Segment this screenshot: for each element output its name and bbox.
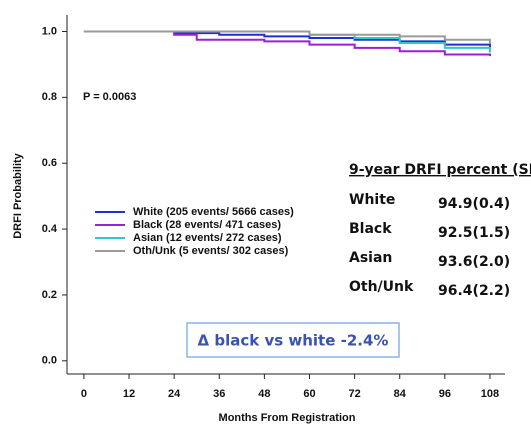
survival-curve [83,30,491,44]
table-group: White [349,192,395,208]
legend-label: Black (28 events/ 471 cases) [133,219,281,231]
p-value: P = 0.0063 [83,91,136,103]
table-group: Asian [349,250,392,266]
x-tick-label: 12 [123,388,135,400]
table-group: Oth/Unk [349,279,414,295]
y-tick-label: 0.2 [42,289,57,301]
y-axis-title: DRFI Probability [12,152,24,238]
delta-annotation: Δ black vs white -2.4% [198,332,389,350]
x-tick-label: 84 [394,388,407,400]
legend-label: Asian (12 events/ 272 cases) [133,232,282,244]
legend-label: Oth/Unk (5 events/ 302 cases) [133,245,289,257]
y-tick-label: 0.0 [42,355,57,367]
survival-curve [83,30,491,57]
x-tick-label: 60 [303,388,315,400]
x-tick-label: 48 [258,388,270,400]
delta-box [186,322,400,358]
x-axis-title: Months From Registration [219,412,356,424]
table-title: 9-year DRFI percent (SE) [349,162,531,178]
legend-label: White (205 events/ 5666 cases) [133,206,294,218]
y-tick-label: 1.0 [42,25,57,37]
survival-curve [83,30,491,49]
table-value: 96.4(2.2) [438,283,510,299]
table-value: 93.6(2.0) [438,254,510,270]
x-tick-label: 24 [168,388,181,400]
x-tick-label: 72 [348,388,360,400]
y-tick-label: 0.4 [42,223,58,235]
table-value: 92.5(1.5) [438,225,510,241]
x-tick-label: 96 [439,388,451,400]
x-tick-label: 108 [481,388,499,400]
table-group: Black [349,221,392,237]
x-tick-label: 0 [81,388,87,400]
y-tick-label: 0.6 [42,157,57,169]
table-value: 94.9(0.4) [438,196,510,212]
x-tick-label: 36 [213,388,225,400]
y-tick-label: 0.8 [42,91,57,103]
